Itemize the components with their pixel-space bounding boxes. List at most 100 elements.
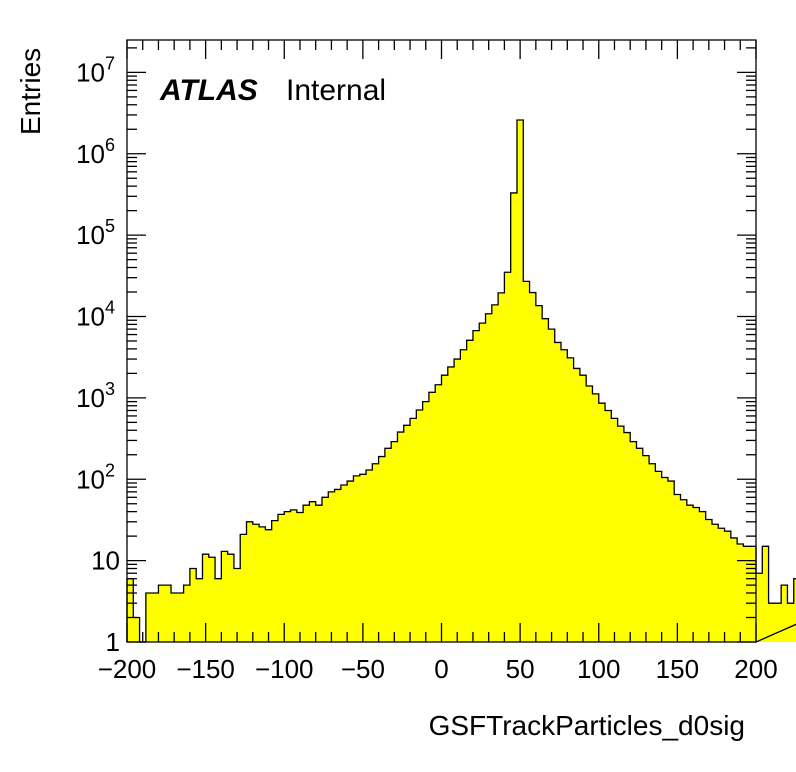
histogram-bar	[328, 491, 335, 642]
histogram-bar	[378, 456, 386, 642]
atlas-label: ATLAS	[159, 74, 258, 107]
histogram-bar	[561, 349, 568, 642]
y-tick-exponent: 7	[105, 53, 115, 73]
histogram-bar	[743, 546, 751, 642]
histogram-bar	[215, 578, 222, 642]
histogram-bar	[303, 505, 310, 642]
histogram-bar	[410, 418, 417, 642]
histogram-bar	[781, 585, 788, 642]
histogram-bar	[277, 514, 285, 642]
histogram-bar	[284, 511, 291, 642]
histogram-bar	[680, 499, 688, 642]
histogram-bar	[623, 432, 631, 642]
y-tick-base: 10	[76, 383, 105, 413]
histogram-bar	[189, 568, 197, 642]
histogram-bar	[510, 192, 518, 642]
histogram-bar	[749, 546, 757, 642]
histogram-bar	[699, 511, 707, 642]
histogram-bar	[296, 512, 304, 642]
histogram-bar	[737, 544, 744, 642]
histogram-bar	[485, 313, 493, 642]
y-tick-exponent: 4	[105, 298, 115, 318]
histogram-bar	[667, 481, 675, 642]
histogram-bar	[403, 425, 411, 642]
x-tick-label: −200	[98, 654, 157, 684]
histogram-bar	[548, 329, 556, 642]
histogram-bar	[196, 578, 203, 642]
histogram-bar	[177, 593, 185, 642]
x-tick-label: −150	[176, 654, 235, 684]
histogram-bar	[724, 531, 732, 642]
histogram-bar	[233, 568, 241, 642]
y-tick-base: 10	[76, 139, 105, 169]
histogram-bar	[705, 519, 713, 642]
y-axis-title: Entries	[15, 48, 46, 135]
histogram-bar	[171, 593, 178, 642]
histogram-bar	[309, 501, 317, 642]
histogram-bar	[221, 551, 229, 642]
histogram-bar	[259, 526, 266, 642]
histogram-bar	[133, 617, 140, 642]
y-tick-label: 1	[106, 627, 120, 657]
histogram-bar	[498, 292, 505, 642]
histogram-bar	[145, 593, 153, 642]
y-tick-label: 105	[76, 216, 115, 250]
histogram-bar	[252, 524, 260, 642]
histogram-bar	[756, 573, 763, 642]
histogram-bar	[208, 557, 216, 642]
histogram-bar	[416, 409, 424, 642]
histogram-bar	[359, 474, 367, 642]
histogram-bar	[240, 534, 247, 642]
y-tick-label: 104	[76, 298, 115, 332]
histogram-bar	[774, 603, 782, 642]
histogram-bar	[202, 554, 210, 642]
histogram-bar	[617, 426, 625, 642]
status-label: Internal	[286, 74, 386, 107]
x-axis-title: GSFTrackParticles_d0sig	[429, 710, 745, 741]
histogram-bar	[227, 554, 235, 642]
histogram-bar	[347, 481, 354, 642]
y-tick-exponent: 3	[105, 379, 115, 399]
histogram-bar	[554, 342, 562, 642]
histogram-bar	[321, 497, 329, 642]
histogram-bar	[127, 578, 134, 642]
histogram-bar	[428, 392, 436, 642]
histogram-bar	[711, 524, 719, 642]
x-tick-label: −100	[255, 654, 314, 684]
histogram-bar	[397, 432, 405, 642]
histogram-bar	[542, 318, 549, 642]
histogram-bar	[586, 385, 593, 642]
x-tick-label: 0	[434, 654, 448, 684]
histogram-bar	[523, 281, 530, 642]
histogram-bar	[435, 384, 442, 642]
histogram-bar	[529, 292, 537, 642]
histogram-bar	[661, 477, 669, 642]
histogram-bar	[479, 323, 486, 642]
axis-ticks	[126, 40, 757, 643]
histogram-bar	[454, 359, 461, 642]
y-tick-base: 10	[76, 220, 105, 250]
x-tick-labels: −200 −150 −100 −50 0 50 100 150 200	[98, 654, 778, 684]
histogram-bar	[372, 463, 379, 642]
histogram-bar	[158, 585, 166, 642]
histogram-bar	[787, 603, 795, 642]
y-tick-label: 107	[76, 53, 115, 87]
y-tick-label: 106	[76, 135, 115, 169]
histogram-bar	[605, 410, 612, 642]
histogram-bar	[334, 489, 342, 642]
y-tick-label: 103	[76, 379, 115, 413]
histogram-bar	[636, 448, 644, 642]
histogram-bar	[516, 119, 524, 643]
x-tick-label: −50	[341, 654, 385, 684]
histogram-bar	[152, 593, 159, 642]
x-tick-label: 100	[577, 654, 620, 684]
histogram-bar	[642, 455, 650, 642]
histogram-bar	[384, 448, 392, 642]
y-tick-base: 10	[76, 464, 105, 494]
histogram-bar	[472, 330, 480, 642]
histogram-bar	[422, 401, 430, 642]
histogram-bar	[768, 603, 776, 642]
histogram-bar	[246, 521, 254, 642]
histogram-bar	[353, 475, 361, 642]
